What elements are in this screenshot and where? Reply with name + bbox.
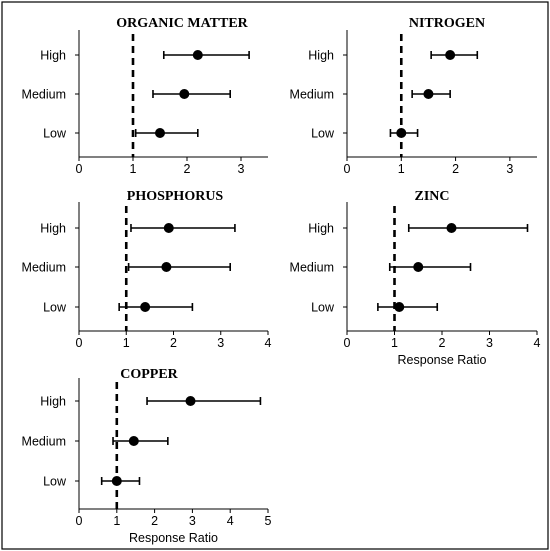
x-tick-label: 3 (217, 336, 224, 350)
category-label: Low (311, 301, 335, 315)
category-label: High (40, 395, 66, 409)
x-axis-title: Response Ratio (398, 353, 487, 367)
x-tick-label: 2 (170, 336, 177, 350)
point-estimate (445, 50, 456, 60)
point-estimate (140, 302, 151, 312)
x-tick-label: 1 (130, 162, 137, 176)
point-estimate (192, 50, 203, 60)
panel-title: ORGANIC MATTER (116, 16, 248, 31)
x-tick-label: 2 (439, 336, 446, 350)
x-axis-title: Response Ratio (129, 531, 218, 545)
point-estimate (111, 476, 122, 486)
category-label: Medium (290, 261, 334, 275)
x-tick-label: 0 (76, 162, 83, 176)
category-label: Low (43, 475, 67, 489)
point-estimate (413, 262, 424, 272)
panel-2: NITROGEN 0 1 2 3 High Medium Low (290, 16, 537, 176)
point-estimate (128, 436, 139, 446)
category-label: Low (43, 127, 67, 141)
x-tick-label: 3 (506, 162, 513, 176)
x-tick-label: 2 (184, 162, 191, 176)
x-tick-label: 3 (189, 514, 196, 528)
panel-title: COPPER (120, 367, 178, 382)
panel-title: NITROGEN (409, 16, 485, 31)
category-label: High (40, 222, 66, 236)
category-label: Medium (290, 88, 334, 102)
category-label: High (40, 49, 66, 63)
point-estimate (155, 128, 165, 138)
x-tick-label: 5 (265, 514, 272, 528)
x-tick-label: 0 (344, 336, 351, 350)
x-tick-label: 2 (452, 162, 459, 176)
category-label: Low (43, 301, 67, 315)
x-tick-label: 1 (398, 162, 405, 176)
category-label: High (308, 49, 334, 63)
x-tick-label: 3 (238, 162, 245, 176)
point-estimate (179, 89, 190, 99)
x-tick-label: 4 (227, 514, 234, 528)
x-tick-label: 4 (534, 336, 541, 350)
category-label: High (308, 222, 334, 236)
x-tick-label: 4 (265, 336, 272, 350)
category-label: Medium (22, 261, 66, 275)
panel-5: COPPER 0 1 2 3 4 5 High Medium Low Response Ratio (22, 367, 272, 545)
x-tick-label: 0 (344, 162, 351, 176)
category-label: Medium (22, 435, 66, 449)
panel-title: PHOSPHORUS (127, 189, 224, 204)
x-tick-label: 3 (486, 336, 493, 350)
category-label: Low (311, 127, 335, 141)
point-estimate (185, 396, 196, 406)
panel-4: ZINC 0 1 2 3 4 High Medium Low Response Ratio (290, 189, 541, 367)
category-label: Medium (22, 88, 66, 102)
point-estimate (161, 262, 172, 272)
point-estimate (423, 89, 434, 99)
point-estimate (394, 302, 405, 312)
panel-1: ORGANIC MATTER 0 1 2 3 High Medium Low (22, 16, 268, 176)
x-tick-label: 0 (76, 514, 83, 528)
x-tick-label: 0 (76, 336, 83, 350)
x-tick-label: 1 (391, 336, 398, 350)
x-tick-label: 1 (113, 514, 120, 528)
point-estimate (163, 223, 174, 233)
point-estimate (446, 223, 457, 233)
point-estimate (396, 128, 407, 138)
panel-title: ZINC (414, 189, 449, 204)
panel-3: PHOSPHORUS 0 1 2 3 4 High Medium Low (22, 189, 272, 350)
x-tick-label: 2 (151, 514, 158, 528)
x-tick-label: 1 (123, 336, 130, 350)
